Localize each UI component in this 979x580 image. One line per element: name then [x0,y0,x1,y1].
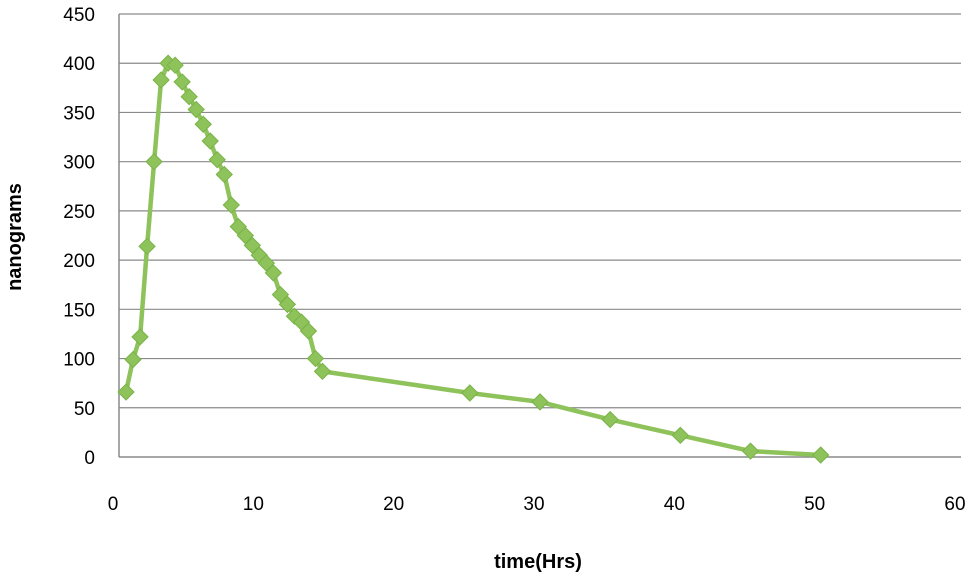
data-point [531,393,549,411]
y-tick-labels: 0 50 100 150 200 250 300 350 400 450 [63,5,95,469]
data-point [461,384,479,402]
data-point [194,115,212,133]
data-point [201,132,219,150]
data-point [306,349,325,368]
data-point [117,383,135,401]
x-tick-labels: 0 10 20 30 40 50 60 [108,494,966,515]
y-tick-label: 250 [63,202,95,223]
data-point [671,426,690,445]
data-point [236,226,255,245]
x-tick-label: 60 [944,494,965,515]
x-tick-label: 40 [664,494,685,515]
data-point [601,410,619,429]
y-tick-label: 450 [63,5,95,26]
data-point [131,328,149,346]
x-tick-label: 10 [243,494,264,515]
data-point [138,237,156,256]
x-tick-label: 30 [523,494,544,515]
data-point [187,100,205,119]
series-group [117,54,830,464]
data-point [313,362,332,381]
data-point [271,285,290,304]
x-tick-label: 50 [804,494,825,515]
data-point [299,322,318,340]
data-point [278,295,297,314]
x-axis-title: time(Hrs) [494,551,582,573]
data-point [264,264,283,282]
data-point [173,73,191,91]
data-point [811,446,830,464]
y-tick-label: 100 [63,350,95,371]
x-tick-label: 20 [383,494,404,515]
x-tick-label: 0 [108,494,119,515]
data-point [215,165,233,184]
data-point [152,71,170,89]
gridlines [119,13,961,409]
data-point [208,150,226,169]
y-tick-label: 0 [84,448,95,469]
y-tick-label: 150 [63,300,95,321]
data-point [180,87,198,106]
y-tick-label: 350 [63,103,95,124]
y-axis-title: nanograms [4,183,26,291]
data-point [124,350,142,369]
y-tick-label: 50 [74,399,95,420]
data-point [222,196,240,214]
data-point [257,254,276,272]
y-tick-label: 300 [63,153,95,174]
data-point [243,236,262,255]
data-point [166,56,184,74]
y-tick-label: 400 [63,54,95,75]
data-point [145,152,163,171]
y-tick-label: 200 [63,251,95,272]
data-point [741,442,760,460]
